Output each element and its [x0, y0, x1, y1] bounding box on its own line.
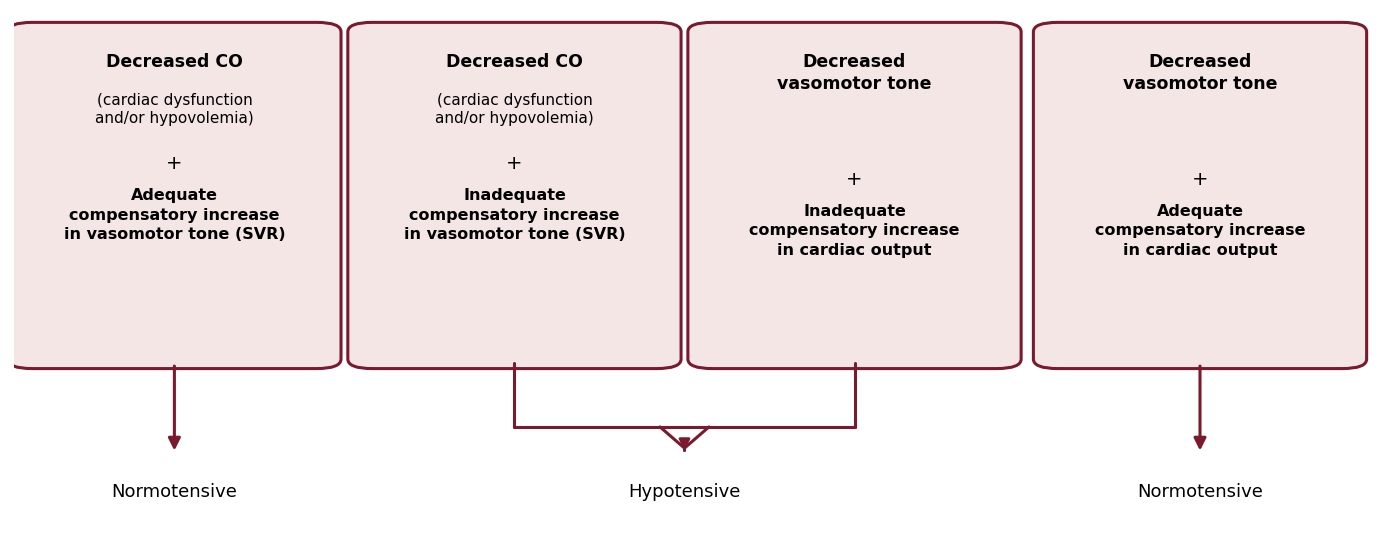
Text: +: +: [1192, 170, 1209, 189]
Text: (cardiac dysfunction
and/or hypovolemia): (cardiac dysfunction and/or hypovolemia): [94, 93, 254, 127]
Text: Hypotensive: Hypotensive: [629, 483, 741, 500]
FancyBboxPatch shape: [8, 22, 341, 368]
Text: Decreased
vasomotor tone: Decreased vasomotor tone: [777, 53, 931, 93]
Text: Decreased
vasomotor tone: Decreased vasomotor tone: [1123, 53, 1277, 93]
FancyBboxPatch shape: [348, 22, 682, 368]
Text: Normotensive: Normotensive: [111, 483, 237, 500]
Text: Decreased CO: Decreased CO: [105, 53, 243, 71]
Text: +: +: [847, 170, 863, 189]
Text: Adequate
compensatory increase
in vasomotor tone (SVR): Adequate compensatory increase in vasomo…: [64, 188, 285, 242]
FancyBboxPatch shape: [688, 22, 1022, 368]
Text: +: +: [167, 154, 183, 173]
Text: Adequate
compensatory increase
in cardiac output: Adequate compensatory increase in cardia…: [1095, 204, 1305, 258]
Text: Inadequate
compensatory increase
in cardiac output: Inadequate compensatory increase in card…: [750, 204, 959, 258]
Text: Normotensive: Normotensive: [1137, 483, 1263, 500]
Text: Inadequate
compensatory increase
in vasomotor tone (SVR): Inadequate compensatory increase in vaso…: [404, 188, 625, 242]
FancyBboxPatch shape: [1034, 22, 1367, 368]
Text: Decreased CO: Decreased CO: [446, 53, 583, 71]
Text: +: +: [507, 154, 523, 173]
Text: (cardiac dysfunction
and/or hypovolemia): (cardiac dysfunction and/or hypovolemia): [434, 93, 594, 127]
